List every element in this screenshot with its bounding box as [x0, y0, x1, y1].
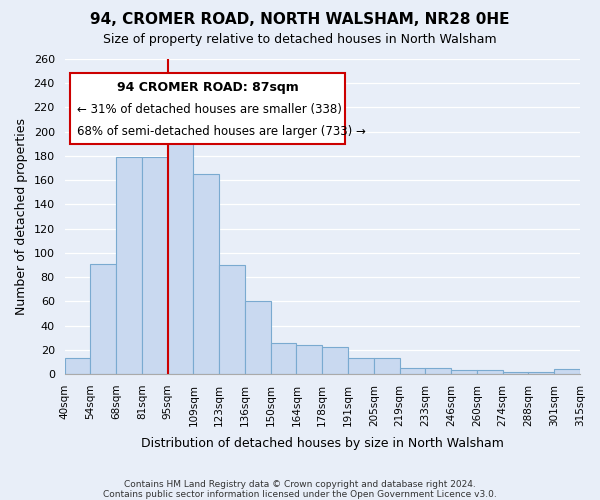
Text: ← 31% of detached houses are smaller (338): ← 31% of detached houses are smaller (33…: [77, 103, 342, 116]
FancyBboxPatch shape: [70, 73, 346, 144]
Y-axis label: Number of detached properties: Number of detached properties: [15, 118, 28, 315]
Bar: [374, 358, 400, 374]
Text: Contains public sector information licensed under the Open Government Licence v3: Contains public sector information licen…: [103, 490, 497, 499]
Bar: [193, 174, 219, 374]
Bar: [554, 369, 580, 374]
Bar: [271, 342, 296, 374]
Bar: [400, 368, 425, 374]
Bar: [322, 348, 348, 374]
Bar: [425, 368, 451, 374]
Bar: [296, 345, 322, 374]
Bar: [477, 370, 503, 374]
Text: 68% of semi-detached houses are larger (733) →: 68% of semi-detached houses are larger (…: [77, 125, 366, 138]
Text: 94 CROMER ROAD: 87sqm: 94 CROMER ROAD: 87sqm: [116, 81, 298, 94]
Text: Contains HM Land Registry data © Crown copyright and database right 2024.: Contains HM Land Registry data © Crown c…: [124, 480, 476, 489]
Bar: [91, 264, 116, 374]
Bar: [503, 372, 529, 374]
Bar: [348, 358, 374, 374]
Bar: [245, 302, 271, 374]
Text: 94, CROMER ROAD, NORTH WALSHAM, NR28 0HE: 94, CROMER ROAD, NORTH WALSHAM, NR28 0HE: [90, 12, 510, 28]
Bar: [142, 157, 167, 374]
Text: Size of property relative to detached houses in North Walsham: Size of property relative to detached ho…: [103, 32, 497, 46]
X-axis label: Distribution of detached houses by size in North Walsham: Distribution of detached houses by size …: [141, 437, 504, 450]
Bar: [451, 370, 477, 374]
Bar: [529, 372, 554, 374]
Bar: [167, 121, 193, 374]
Bar: [116, 157, 142, 374]
Bar: [219, 265, 245, 374]
Bar: [65, 358, 91, 374]
